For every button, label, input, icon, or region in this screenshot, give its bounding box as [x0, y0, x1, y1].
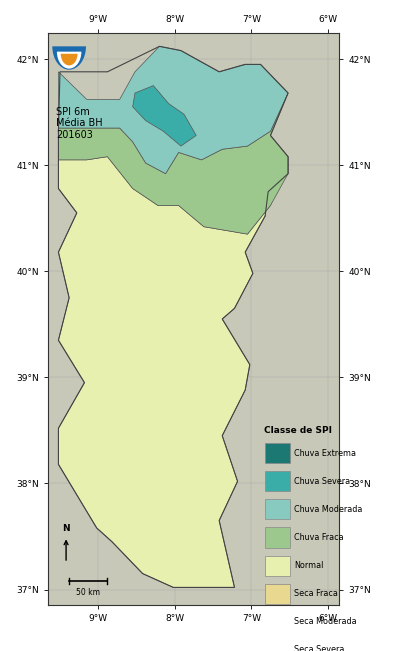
Text: Chuva Moderada: Chuva Moderada: [294, 505, 362, 514]
Text: Seca Moderada: Seca Moderada: [294, 617, 357, 626]
Polygon shape: [133, 85, 196, 146]
Wedge shape: [52, 46, 86, 70]
Bar: [265, 499, 290, 519]
Bar: [265, 640, 290, 651]
Bar: [265, 443, 290, 464]
Text: 50 km: 50 km: [76, 589, 100, 598]
Bar: [265, 555, 290, 575]
Wedge shape: [61, 54, 78, 66]
Text: Normal: Normal: [294, 561, 324, 570]
Text: Chuva Extrema: Chuva Extrema: [294, 449, 356, 458]
Text: Chuva Fraca: Chuva Fraca: [294, 533, 344, 542]
Bar: [265, 527, 290, 547]
Text: N: N: [62, 524, 70, 533]
Bar: [265, 584, 290, 604]
Wedge shape: [57, 51, 81, 68]
Text: SPI 6m
Média BH
201603: SPI 6m Média BH 201603: [56, 107, 103, 140]
Text: Seca Severa: Seca Severa: [294, 646, 345, 651]
Text: Seca Fraca: Seca Fraca: [294, 589, 338, 598]
Polygon shape: [59, 157, 288, 587]
Bar: [265, 471, 290, 492]
Polygon shape: [59, 46, 288, 174]
Bar: [265, 612, 290, 632]
Polygon shape: [48, 33, 339, 605]
Text: Classe de SPI: Classe de SPI: [263, 426, 332, 435]
Polygon shape: [59, 93, 288, 234]
Text: Chuva Severa: Chuva Severa: [294, 477, 350, 486]
